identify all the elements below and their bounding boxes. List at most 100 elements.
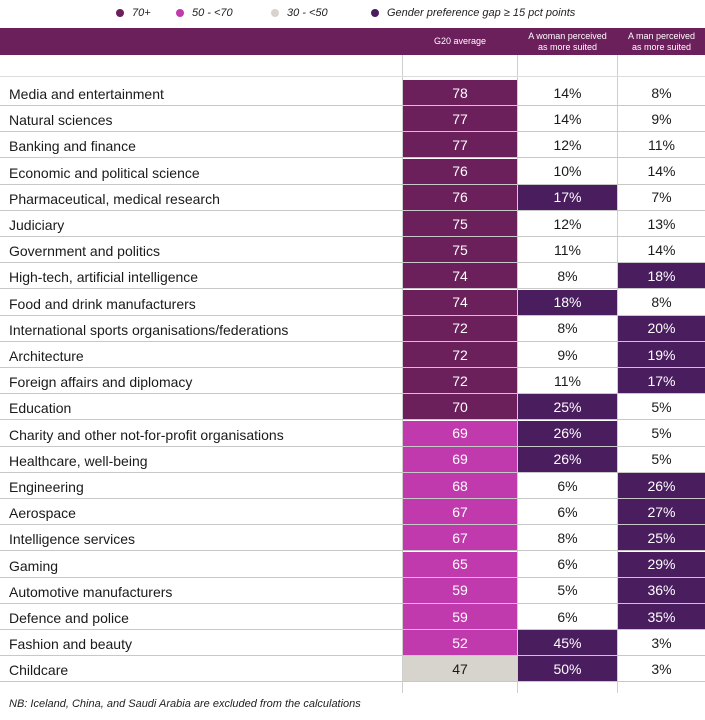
- g20-average-cell: 52: [403, 630, 517, 656]
- g20-average-cell: 74: [403, 263, 517, 289]
- g20-average-cell: 68: [403, 473, 517, 498]
- table-row: Gaming 65 6% 29%: [0, 551, 705, 578]
- row-label: Charity and other not-for-profit organis…: [9, 426, 284, 443]
- woman-share-cell: 14%: [553, 110, 582, 127]
- table-header: G20 average A woman perceived as more su…: [0, 28, 705, 55]
- g20-average-cell: 75: [403, 237, 517, 263]
- woman-share-cell: 11%: [554, 241, 581, 258]
- row-label: Defence and police: [9, 610, 129, 626]
- legend-label: Gender preference gap ≥ 15 pct points: [387, 7, 576, 19]
- row-label: Childcare: [9, 662, 69, 679]
- legend: 70+ 50 - <70 30 - <50 Gender preference …: [0, 0, 705, 28]
- man-share-cell: 9%: [651, 110, 672, 127]
- column-header-woman-line2: as more suited: [537, 41, 598, 52]
- man-share-cell: 8%: [651, 84, 672, 101]
- g20-average-cell: 75: [403, 211, 517, 236]
- g20-average-cell: 72: [403, 368, 517, 394]
- g20-average-cell: 78: [403, 80, 517, 105]
- g20-average-cell: 76: [403, 158, 517, 184]
- g20-average-cell: 77: [403, 132, 517, 158]
- man-share-cell: 5%: [651, 398, 672, 415]
- column-header-woman: A woman perceived as more suited: [518, 28, 617, 55]
- table-row: Media and entertainment 78 14% 8%: [0, 80, 705, 106]
- legend-swatch: [176, 9, 184, 17]
- row-label: Architecture: [9, 348, 84, 364]
- legend-item-30-50: 30 - <50: [271, 5, 328, 21]
- row-label: Natural sciences: [9, 112, 113, 129]
- woman-share-cell: 26%: [518, 420, 617, 446]
- column-header-g20-average: G20 average: [433, 36, 487, 46]
- woman-share-cell: 5%: [557, 582, 578, 599]
- row-label: Automotive manufacturers: [9, 583, 173, 600]
- woman-share-cell: 6%: [557, 608, 578, 625]
- row-label: Pharmaceutical, medical research: [9, 190, 220, 207]
- g20-average-cell: 76: [403, 184, 517, 210]
- woman-share-cell: 6%: [557, 556, 578, 573]
- table-row: Judiciary 75 12% 13%: [0, 211, 705, 237]
- row-label: Media and entertainment: [9, 86, 164, 102]
- table-row: Charity and other not-for-profit organis…: [0, 420, 705, 447]
- woman-share-cell: 50%: [518, 656, 617, 682]
- man-share-cell: 5%: [651, 425, 672, 442]
- g20-average-cell: 59: [403, 577, 517, 603]
- legend-item-gap: Gender preference gap ≥ 15 pct points: [371, 5, 575, 21]
- woman-share-cell: 6%: [557, 503, 578, 520]
- table-row: Government and politics 75 11% 14%: [0, 237, 705, 264]
- g20-average-cell: 72: [403, 315, 517, 341]
- table-row: Food and drink manufacturers 74 18% 8%: [0, 289, 705, 316]
- row-label: Foreign affairs and diplomacy: [9, 374, 193, 391]
- legend-swatch: [271, 9, 279, 17]
- g20-average-cell: 69: [403, 446, 517, 472]
- row-label: Banking and finance: [9, 138, 136, 155]
- table-row: International sports organisations/feder…: [0, 315, 705, 342]
- table-row: Banking and finance 77 12% 11%: [0, 132, 705, 159]
- row-label: High-tech, artificial intelligence: [9, 269, 199, 286]
- legend-label: 50 - <70: [192, 7, 233, 19]
- man-share-cell: 36%: [618, 577, 705, 603]
- man-share-cell: 7%: [651, 189, 672, 206]
- man-share-cell: 20%: [618, 315, 705, 341]
- row-label: Economic and political science: [9, 164, 200, 181]
- row-label: Judiciary: [9, 217, 65, 233]
- man-share-cell: 25%: [618, 525, 705, 551]
- legend-item-70-plus: 70+: [116, 5, 151, 21]
- woman-share-cell: 14%: [553, 84, 582, 101]
- table-row: Healthcare, well-being 69 26% 5%: [0, 446, 705, 473]
- column-header-man-line2: as more suited: [631, 41, 692, 52]
- g20-average-cell: 67: [403, 525, 517, 551]
- footnote: NB: Iceland, China, and Saudi Arabia are…: [9, 698, 361, 710]
- g20-average-cell: 67: [403, 499, 517, 525]
- man-share-cell: 14%: [647, 163, 676, 180]
- header-spacer-divider: [0, 76, 705, 77]
- row-label: Government and politics: [9, 243, 160, 260]
- man-share-cell: 35%: [618, 604, 705, 629]
- man-share-cell: 18%: [618, 263, 705, 289]
- row-label: Fashion and beauty: [9, 636, 132, 653]
- legend-label: 70+: [132, 7, 151, 19]
- row-label: Healthcare, well-being: [9, 452, 148, 469]
- g20-average-cell: 74: [403, 289, 517, 315]
- row-label: Aerospace: [9, 505, 76, 522]
- row-label: Food and drink manufacturers: [9, 295, 196, 312]
- table-row: Defence and police 59 6% 35%: [0, 604, 705, 630]
- man-share-cell: 8%: [651, 294, 672, 311]
- woman-share-cell: 11%: [554, 372, 581, 389]
- man-share-cell: 17%: [618, 368, 705, 394]
- woman-share-cell: 10%: [553, 163, 582, 180]
- g20-average-cell: 77: [403, 106, 517, 132]
- man-share-cell: 19%: [618, 342, 705, 367]
- woman-share-cell: 8%: [557, 267, 578, 284]
- man-share-cell: 11%: [648, 136, 675, 153]
- woman-share-cell: 17%: [518, 184, 617, 210]
- table-row: Fashion and beauty 52 45% 3%: [0, 630, 705, 657]
- table-row: Engineering 68 6% 26%: [0, 473, 705, 499]
- woman-share-cell: 9%: [557, 346, 578, 363]
- table-row: Economic and political science 76 10% 14%: [0, 158, 705, 185]
- g20-average-cell: 47: [403, 656, 517, 682]
- woman-share-cell: 12%: [553, 215, 582, 232]
- g20-average-cell: 69: [403, 420, 517, 446]
- man-share-cell: 14%: [647, 241, 676, 258]
- woman-share-cell: 26%: [518, 446, 617, 472]
- row-label: Gaming: [9, 557, 59, 574]
- g20-average-cell: 59: [403, 604, 517, 629]
